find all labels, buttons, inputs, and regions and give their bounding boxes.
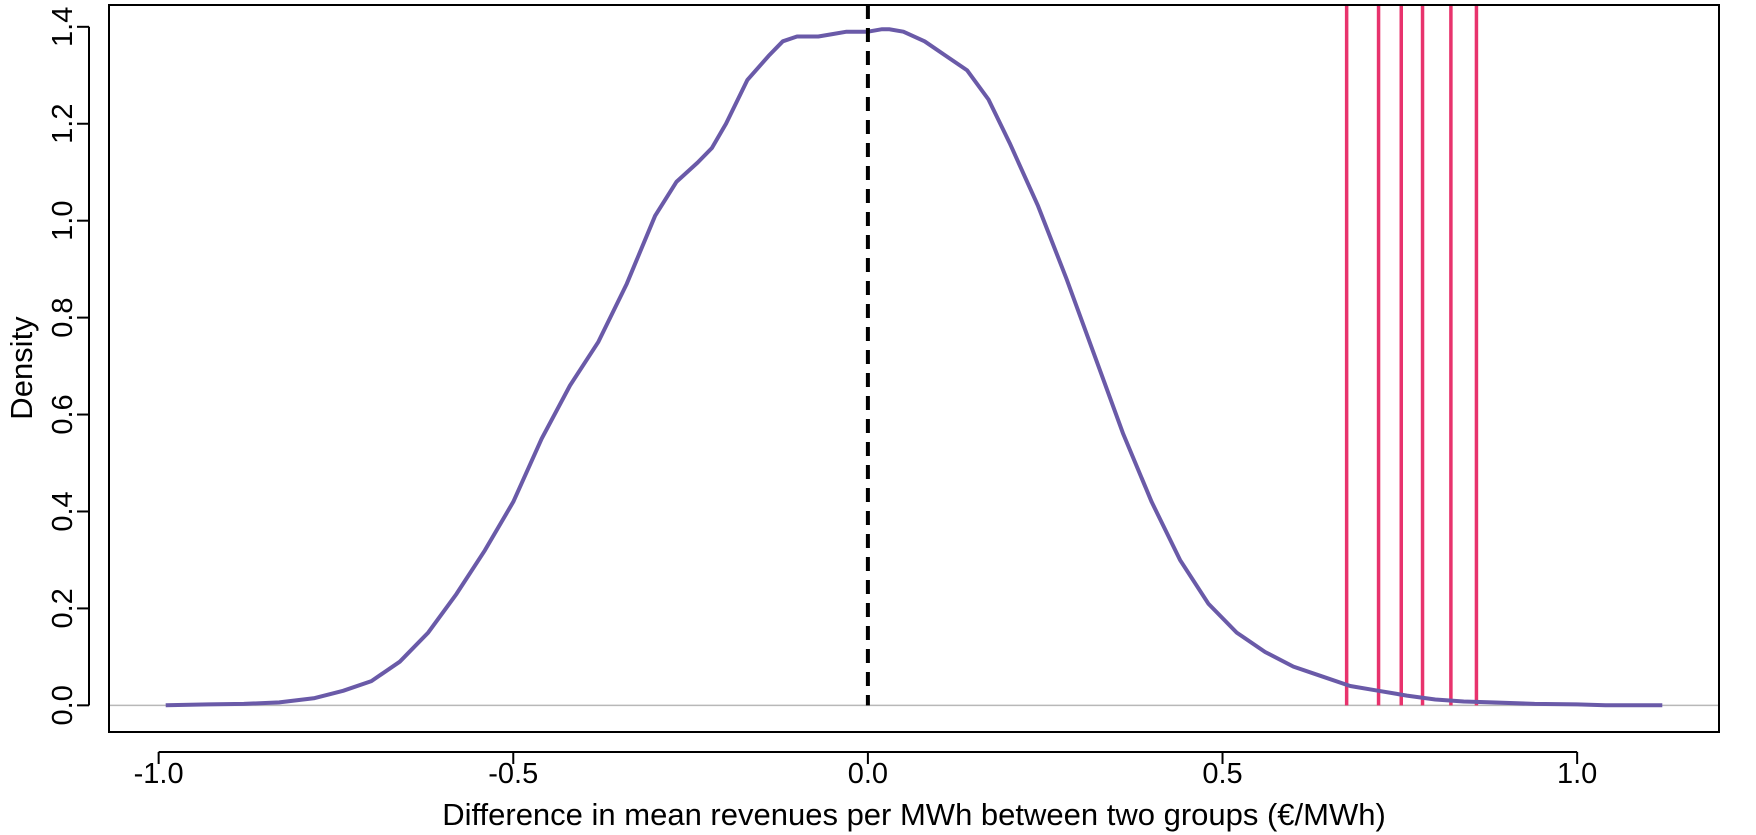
x-tick-label: 0.0 bbox=[848, 758, 888, 790]
y-axis-label: Density bbox=[4, 316, 39, 420]
x-tick-label: 1.0 bbox=[1557, 758, 1597, 790]
y-tick-label: 1.2 bbox=[47, 104, 79, 144]
x-tick-label: -0.5 bbox=[488, 758, 538, 790]
y-tick-label: 0.4 bbox=[47, 491, 79, 531]
plot-frame bbox=[108, 4, 1720, 733]
y-tick-label: 1.0 bbox=[47, 201, 79, 241]
y-tick-label: 0.8 bbox=[47, 297, 79, 337]
x-tick-label: -1.0 bbox=[134, 758, 184, 790]
y-tick-label: 0.6 bbox=[47, 394, 79, 434]
density-curve bbox=[165, 27, 1663, 708]
x-tick-label: 0.5 bbox=[1202, 758, 1242, 790]
y-tick-label: 1.4 bbox=[47, 7, 79, 47]
x-axis-label: Difference in mean revenues per MWh betw… bbox=[442, 797, 1386, 832]
y-tick-label: 0.0 bbox=[47, 685, 79, 725]
y-tick-label: 0.2 bbox=[47, 588, 79, 628]
